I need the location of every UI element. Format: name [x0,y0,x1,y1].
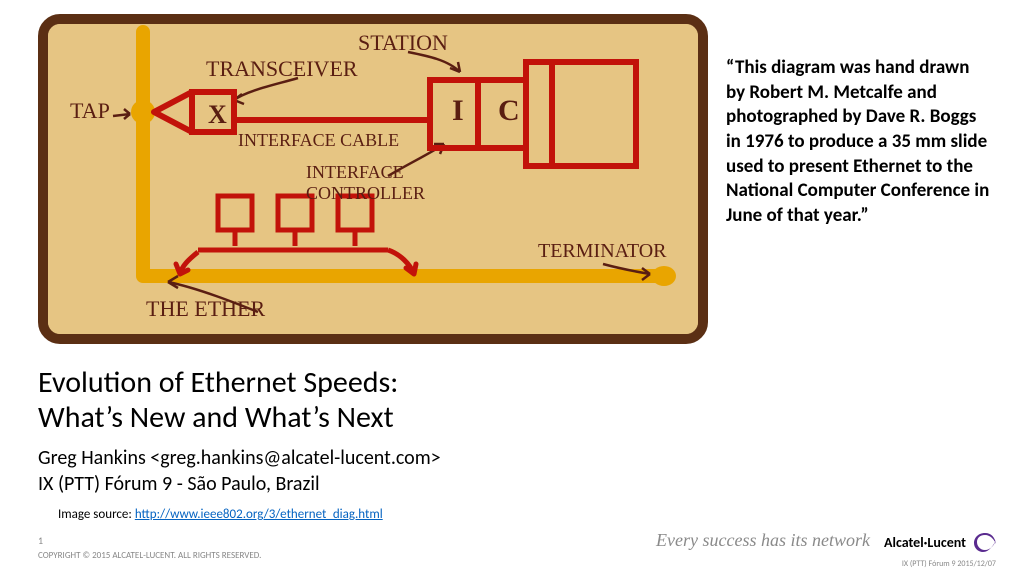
event-info: IX (PTT) Fórum 9 2015/12/07 [902,559,996,569]
copyright: COPYRIGHT © 2015 ALCATEL-LUCENT. ALL RIG… [38,549,261,563]
label-interface-cable: INTERFACE CABLE [238,130,399,151]
title-line-2: What’s New and What’s Next [38,401,1000,436]
ethernet-diagram: STATION TRANSCEIVER TAP INTERFACE CABLE … [38,14,708,344]
diagram-quote: “This diagram was hand drawn by Robert M… [726,14,1000,229]
footer: 1 COPYRIGHT © 2015 ALCATEL-LUCENT. ALL R… [38,533,261,563]
author-line-2: IX (PTT) Fórum 9 - São Paulo, Brazil [38,471,1000,497]
label-the-ether: THE ETHER [146,296,265,322]
label-x: X [208,100,227,130]
title-block: Evolution of Ethernet Speeds: What’s New… [38,366,1000,435]
company-logo: Alcatel·Lucent [884,529,998,555]
author-line-1: Greg Hankins <greg.hankins@alcatel-lucen… [38,445,1000,471]
label-c: C [498,94,520,128]
image-source-link[interactable]: http://www.ieee802.org/3/ethernet_diag.h… [135,507,383,522]
label-tap: TAP [70,98,110,124]
label-terminator: TERMINATOR [538,240,667,263]
logo-text: Alcatel·Lucent [884,534,966,551]
title-line-1: Evolution of Ethernet Speeds: [38,366,1000,401]
image-source-prefix: Image source: [58,507,135,522]
label-station: STATION [358,30,448,56]
tagline: Every success has its network [656,530,870,551]
slide-content: STATION TRANSCEIVER TAP INTERFACE CABLE … [38,14,1000,522]
author-block: Greg Hankins <greg.hankins@alcatel-lucen… [38,445,1000,497]
image-source: Image source: http://www.ieee802.org/3/e… [58,507,1000,522]
label-i: I [452,94,464,128]
page-number: 1 [38,533,261,549]
label-transceiver: TRANSCEIVER [206,56,358,82]
top-row: STATION TRANSCEIVER TAP INTERFACE CABLE … [38,14,1000,344]
label-interface-controller: INTERFACE CONTROLLER [306,162,425,204]
infinity-swirl-icon [972,529,998,555]
